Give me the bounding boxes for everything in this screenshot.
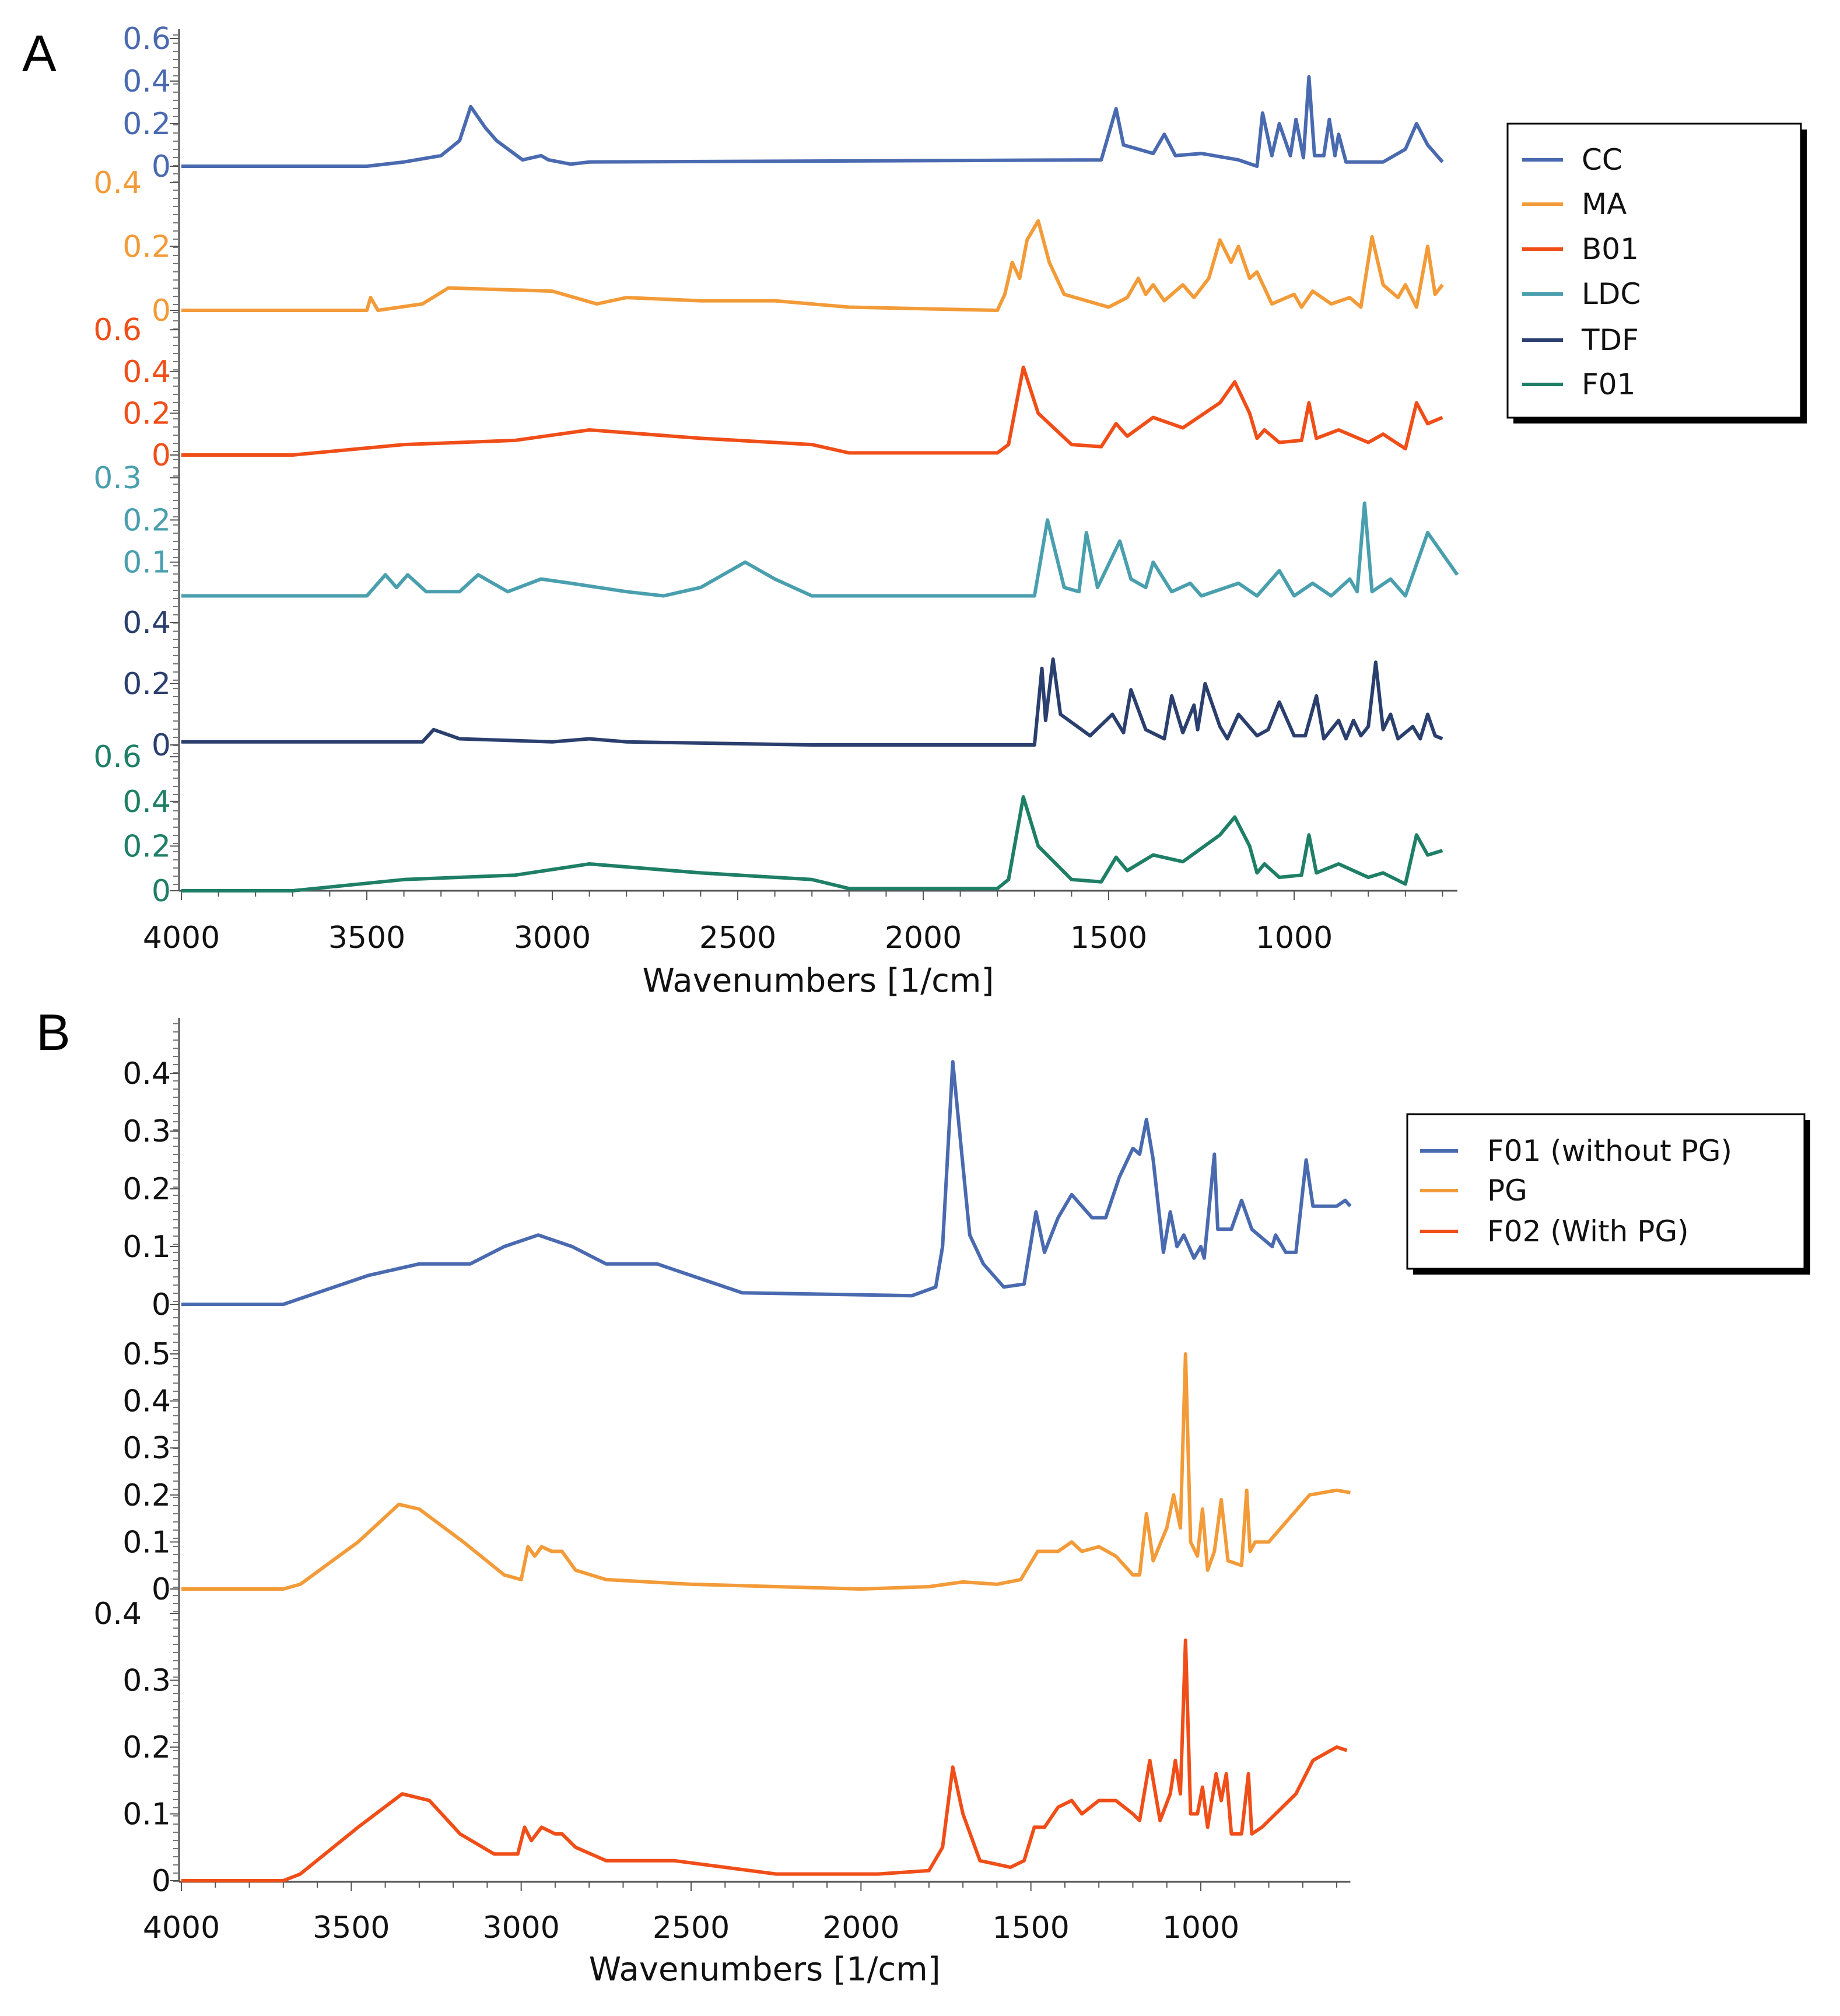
series-line-f01 — [181, 795, 1443, 892]
panel-label-b: B — [36, 1003, 71, 1061]
y-tick-label: 0.4 — [122, 64, 171, 99]
legend-label: TDF — [1581, 323, 1639, 357]
legend-label: B01 — [1582, 232, 1639, 266]
y-tick-label: 0 — [152, 1864, 171, 1899]
x-tick-label: 1500 — [1070, 921, 1147, 956]
x-tick-label: 1500 — [992, 1910, 1069, 1945]
y-tick-label: 0 — [152, 874, 171, 909]
y-tick-label: 0.2 — [122, 503, 171, 538]
series-line-pg — [181, 1352, 1351, 1591]
y-tick-label: 0.4 — [122, 1384, 171, 1419]
legend-label: CC — [1582, 143, 1622, 177]
legend-label: LDC — [1582, 277, 1641, 311]
y-tick-label: 0.1 — [122, 545, 171, 580]
y-tick-label: 0.2 — [122, 107, 171, 142]
y-tick-label: 0.2 — [122, 1730, 171, 1765]
series-line-f01-without-pg — [181, 1060, 1352, 1306]
legend-label: PG — [1487, 1174, 1527, 1208]
y-tick-label: 0 — [152, 728, 171, 763]
x-axis-label: Wavenumbers [1/cm] — [643, 962, 994, 1000]
y-tick-label: 0.6 — [93, 313, 142, 348]
panel-label-a: A — [22, 24, 57, 82]
y-tick-label: 0.6 — [93, 740, 142, 775]
series-line-cc — [181, 75, 1444, 168]
y-tick-label: 0.4 — [122, 1056, 171, 1091]
y-tick-label: 0.1 — [122, 1230, 171, 1265]
legend-label: F02 (With PG) — [1487, 1214, 1689, 1248]
y-tick-label: 0 — [152, 1287, 171, 1322]
x-axis-label: Wavenumbers [1/cm] — [589, 1951, 941, 1989]
series-line-ma — [181, 219, 1444, 312]
x-tick-label: 3500 — [313, 1910, 390, 1945]
x-tick-label: 2500 — [653, 1910, 730, 1945]
y-tick-label: 0 — [152, 438, 171, 473]
y-tick-label: 0.2 — [122, 829, 171, 864]
y-tick-label: 0.2 — [122, 229, 171, 264]
y-tick-label: 0 — [152, 1572, 171, 1607]
y-tick-label: 0 — [152, 149, 171, 184]
legend-label: F01 (without PG) — [1487, 1134, 1732, 1168]
series-line-ldc — [181, 501, 1459, 598]
legend: CC MA B01 LDC TDF F01 — [1506, 123, 1807, 424]
x-tick-label: 2500 — [699, 921, 776, 956]
y-tick-label: 0.4 — [122, 355, 171, 390]
legend-label: MA — [1582, 187, 1627, 221]
x-tick-label: 3000 — [514, 921, 591, 956]
x-tick-label: 3500 — [328, 921, 405, 956]
y-tick-label: 0.2 — [122, 1172, 171, 1207]
legend-label: F01 — [1582, 368, 1635, 401]
y-tick-label: 0.2 — [122, 396, 171, 431]
legend-box — [1506, 123, 1802, 419]
y-tick-label: 0.4 — [122, 606, 171, 640]
series-line-b01 — [181, 365, 1443, 457]
legend-box — [1406, 1113, 1806, 1270]
y-tick-label: 0.3 — [122, 1664, 171, 1699]
x-tick-label: 1000 — [1162, 1910, 1239, 1945]
y-tick-label: 0.6 — [122, 22, 171, 57]
y-tick-label: 0.2 — [122, 1478, 171, 1513]
y-tick-label: 0.3 — [93, 461, 142, 496]
y-tick-label: 0 — [152, 293, 171, 328]
series-line-tdf — [181, 657, 1443, 747]
legend: F01 (without PG) PG F02 (With PG) — [1406, 1113, 1810, 1275]
y-tick-label: 0.3 — [122, 1114, 171, 1149]
x-tick-label: 1000 — [1256, 921, 1333, 956]
y-tick-label: 0.4 — [122, 785, 171, 820]
y-tick-label: 0.4 — [93, 166, 142, 201]
y-tick-label: 0.1 — [122, 1797, 171, 1832]
panel-b-chart: 4000 3500 3000 2500 2000 1500 1000 Wavenumbers … — [93, 1018, 1810, 1989]
y-tick-label: 0.1 — [122, 1525, 171, 1560]
panel-a-chart: 4000 3500 3000 2500 2000 1500 1000 Wavenumbers … — [93, 22, 1807, 1000]
x-tick-label: 2000 — [822, 1910, 899, 1945]
x-tick-label: 3000 — [482, 1910, 559, 1945]
x-tick-label: 4000 — [143, 921, 220, 956]
x-tick-label: 2000 — [885, 921, 962, 956]
y-tick-label: 0.2 — [122, 667, 171, 702]
series-line-f02-with-pg — [181, 1638, 1348, 1882]
y-tick-label: 0.5 — [122, 1337, 171, 1372]
y-tick-label: 0.4 — [93, 1597, 142, 1632]
y-tick-label: 0.3 — [122, 1431, 171, 1466]
x-tick-label: 4000 — [143, 1910, 220, 1945]
